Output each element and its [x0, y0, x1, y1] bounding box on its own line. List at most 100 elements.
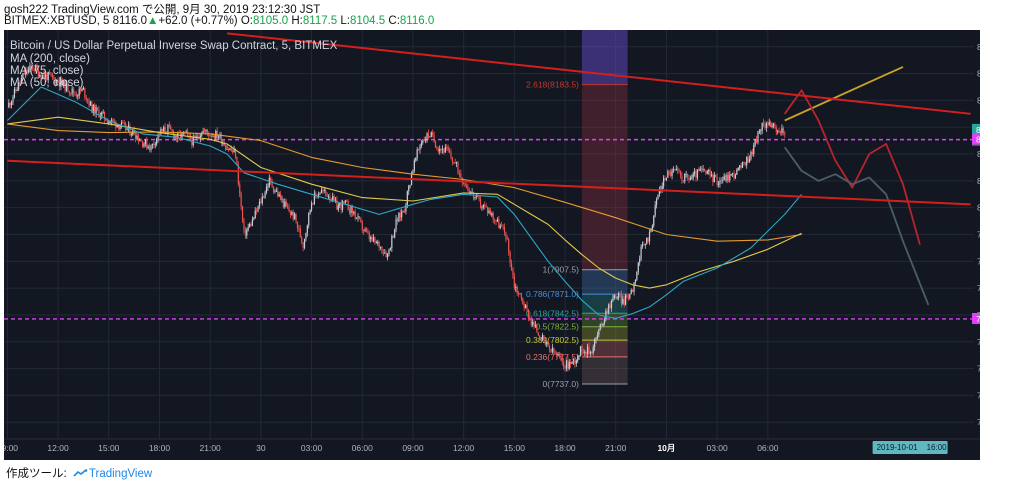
candle-body: [40, 74, 42, 79]
tradingview-brand-link[interactable]: TradingView: [88, 468, 153, 480]
candle-body: [723, 175, 725, 181]
candle-body: [558, 354, 561, 357]
candle-body: [196, 135, 199, 138]
candle-body: [543, 335, 545, 338]
candle-body: [8, 102, 10, 108]
candle-body: [568, 361, 570, 369]
candle-body: [275, 190, 277, 192]
candle-body: [270, 177, 272, 182]
candle-body: [44, 74, 47, 78]
high-value: 8117.5: [302, 15, 338, 27]
candle-body: [736, 169, 738, 175]
candle-body: [20, 77, 23, 83]
candle-body: [739, 165, 741, 168]
legend-ma50[interactable]: MA (50, close): [10, 77, 84, 89]
candle-body: [368, 232, 370, 240]
time-axis[interactable]: 09:00 12:00 15:00 18:00 21:00 30 03:00 06:00 09:…: [4, 438, 980, 460]
candle-body: [23, 73, 25, 75]
candle-body: [489, 210, 492, 216]
fib-zone-band: [581, 326, 628, 341]
candle-body: [37, 69, 39, 77]
candle-body: [315, 193, 317, 196]
candle-body: [237, 164, 239, 185]
candle-body: [594, 340, 596, 348]
candle-body: [143, 144, 145, 147]
candle-body: [254, 210, 256, 219]
candle-body: [16, 89, 18, 91]
candle-body: [640, 246, 642, 259]
candle-body: [12, 97, 14, 102]
price-tick-label: 8080: [977, 149, 980, 159]
candle-body: [405, 204, 407, 212]
candle-body: [426, 133, 428, 140]
candle-body: [206, 129, 208, 133]
candle-body: [181, 132, 183, 138]
candle-body: [702, 168, 704, 170]
candle-body: [595, 337, 597, 341]
candle-body: [343, 201, 345, 203]
legend-ma200[interactable]: MA (200, close): [10, 53, 90, 65]
candle-body: [264, 192, 266, 198]
candle-body: [115, 121, 117, 128]
candle-body: [232, 150, 234, 153]
change-value: +62.0 (+0.77%): [158, 15, 238, 27]
fib-level-label: 0.382(7802.5): [526, 335, 579, 345]
candle-body: [389, 248, 392, 250]
candle-body: [709, 169, 711, 176]
candle-body: [361, 221, 363, 231]
username[interactable]: gosh222: [4, 4, 49, 16]
candle-body: [465, 186, 468, 187]
candle-body: [85, 96, 87, 100]
candle-body: [278, 194, 280, 197]
fib-extension-zone: [581, 84, 628, 270]
candle-body: [510, 263, 513, 270]
price-tick-label: 7680: [977, 417, 980, 427]
candle-body: [123, 122, 125, 124]
candle-body: [610, 300, 613, 309]
candle-body: [678, 170, 680, 172]
candle-body: [701, 168, 703, 170]
price-axis[interactable]: 8240820081608120808080408000796079207880…: [972, 30, 980, 460]
candle-body: [305, 232, 307, 240]
candle-body: [717, 183, 720, 185]
candle-body: [682, 180, 684, 182]
candle-body: [199, 135, 201, 139]
candle-body: [241, 206, 244, 221]
candle-body: [334, 199, 337, 201]
candle-body: [584, 351, 586, 353]
candle-body: [271, 181, 273, 187]
price-tick-label: 8240: [977, 42, 980, 52]
candle-body: [564, 367, 566, 369]
candle-body: [298, 228, 300, 229]
candle-body: [108, 121, 110, 124]
time-tick-label: 21:00: [605, 443, 627, 453]
candle-body: [408, 185, 410, 192]
candle-body: [285, 201, 287, 207]
candle-body: [577, 355, 579, 361]
candle-body: [713, 174, 715, 182]
candle-body: [47, 71, 49, 81]
legend-ma75[interactable]: MA (75, close): [10, 65, 84, 77]
candle-body: [485, 206, 487, 208]
candle-body: [774, 124, 776, 128]
candle-body: [413, 160, 415, 171]
candle-body: [430, 132, 432, 137]
candle-body: [43, 74, 45, 78]
candle-body: [103, 111, 106, 119]
candle-body: [402, 211, 404, 212]
candle-body: [292, 212, 294, 220]
candle-body: [372, 237, 375, 241]
price-tick-label: 7880: [977, 283, 980, 293]
price-chart[interactable]: 2.618(8183.5) 1(7907.5) 0.786(7871.0) 0.618…: [4, 30, 980, 460]
candle-body: [354, 211, 356, 219]
candle-body: [101, 112, 103, 117]
candle-body: [520, 293, 522, 299]
candle-body: [137, 135, 139, 141]
candle-body: [195, 135, 197, 138]
candle-body: [572, 360, 575, 362]
candle-body: [202, 130, 204, 134]
candle-body: [571, 361, 573, 364]
fib-level-label: 1(7907.5): [543, 265, 580, 275]
candle-body: [499, 225, 501, 229]
candle-body: [272, 186, 275, 192]
